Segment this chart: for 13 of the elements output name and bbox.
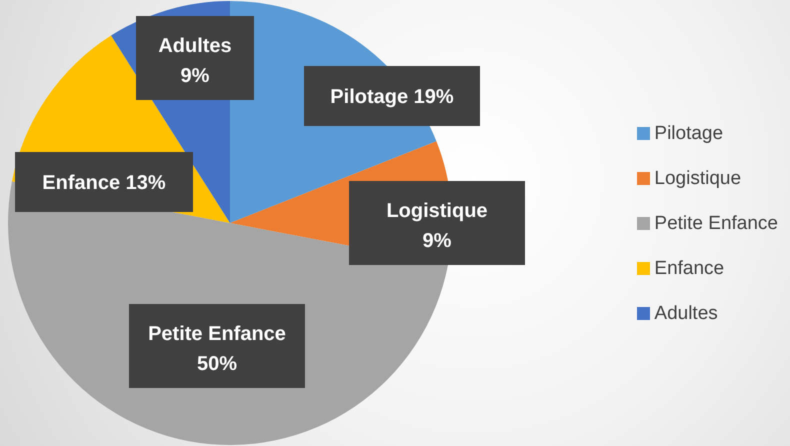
slice-label: Logistique	[386, 200, 488, 222]
data-label: 9%	[422, 230, 452, 252]
legend-label: Pilotage	[654, 122, 724, 144]
category-label: Enfance 13%	[42, 172, 166, 194]
slice-label: Adultes	[158, 35, 232, 57]
legend-label: Enfance	[654, 258, 724, 278]
legend-label: Logistique	[654, 168, 742, 188]
data-label: 50%	[196, 353, 238, 375]
legend-label: Petite Enfance	[654, 212, 778, 234]
legend-label: Adultes	[654, 302, 718, 324]
category-label: Pilotage 19%	[330, 86, 454, 108]
data-label: 9%	[180, 65, 210, 87]
slice-label: Petite Enfance	[148, 323, 286, 345]
